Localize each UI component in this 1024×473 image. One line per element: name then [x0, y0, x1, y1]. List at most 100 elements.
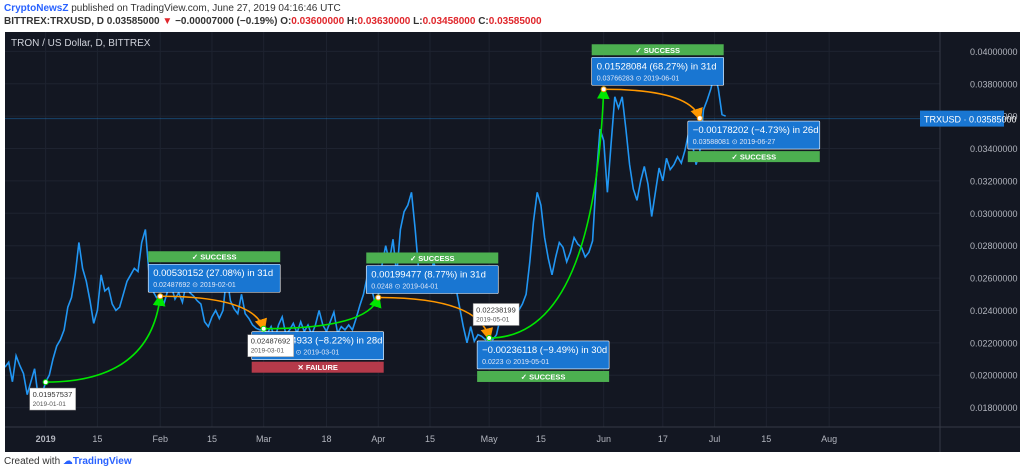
x-tick-label: 15 [761, 434, 771, 444]
callout-label: 0.01528084 (68.27%) in 31d [597, 61, 717, 72]
x-tick-label: 17 [658, 434, 668, 444]
last-price: 0.03585000 [106, 16, 160, 27]
x-tick-label: 2019 [36, 434, 56, 444]
callout-sub: 0.0248 ⊙ 2019-04-01 [371, 283, 438, 290]
y-tick-label: 0.03200000 [970, 176, 1018, 186]
start-price-value: 0.01957537 [33, 390, 73, 399]
current-price-badge [920, 110, 1004, 127]
callout-label: −0.00236118 (−9.49%) in 30d [482, 345, 607, 356]
price-series-line [5, 73, 727, 400]
status-badge [591, 44, 724, 56]
close-label: C: [478, 16, 489, 27]
start-price-tag [29, 387, 76, 411]
y-tick-label: 0.04000000 [970, 47, 1018, 57]
x-tick-label: 15 [207, 434, 217, 444]
start-price-date: 2019-01-01 [33, 401, 67, 408]
callout-arrow-0 [45, 293, 166, 383]
callout-box [591, 56, 724, 86]
status-badge [477, 370, 610, 382]
callout-start-dot [42, 379, 49, 386]
tradingview-logo[interactable]: TradingView [72, 456, 132, 467]
status-badge [148, 251, 281, 263]
low-label: L: [413, 16, 423, 27]
callout-box [365, 265, 499, 294]
y-tick-label: 0.03800000 [970, 79, 1018, 89]
status-badge [687, 151, 820, 163]
x-tick-label: May [481, 434, 499, 444]
footer: Created with ☁TradingView [4, 456, 132, 467]
callout-label: 0.00199477 (8.77%) in 31d [371, 269, 486, 280]
callout-sub: 0.03588081 ⊙ 2019-06-27 [693, 139, 776, 146]
status-label: ✓ SUCCESS [192, 253, 237, 262]
price-chart[interactable]: 0.040000000.038000000.036000000.03400000… [5, 32, 1020, 452]
callout-start-dot [375, 294, 382, 301]
y-tick-label: 0.02200000 [970, 338, 1018, 348]
callout-end-dot [696, 115, 703, 122]
chart-background [5, 32, 1020, 452]
callout-start-dot [600, 86, 607, 93]
callout-start-dot [157, 293, 164, 300]
tradingview-cloud-icon: ☁ [62, 456, 73, 467]
start-price-date: 2019-05-01 [476, 316, 510, 323]
callout-arrow-1 [160, 295, 267, 332]
high-value: 0.03630000 [357, 16, 411, 27]
status-label: ✓ SUCCESS [635, 46, 680, 55]
x-tick-label: Apr [371, 434, 385, 444]
callout-arrow-5 [603, 88, 703, 122]
status-label: ✓ SUCCESS [521, 372, 566, 381]
callout-sub: 0.03766283 ⊙ 2019-06-01 [597, 75, 680, 82]
open-value: 0.03600000 [291, 16, 345, 27]
callout-box [476, 340, 610, 370]
x-tick-label: Aug [821, 434, 837, 444]
callout-label: −0.00178202 (−4.73%) in 26d [693, 125, 819, 136]
callout-start-dot [486, 334, 493, 341]
start-price-tag [247, 334, 294, 357]
callout-label: 0.00530152 (27.08%) in 31d [153, 268, 273, 279]
start-price-value: 0.02238199 [476, 305, 516, 314]
status-label: ✓ SUCCESS [410, 254, 455, 263]
publish-header: CryptoNewsZ published on TradingView.com… [0, 0, 1024, 30]
x-tick-label: Mar [256, 434, 272, 444]
status-badge [366, 252, 499, 264]
y-tick-label: 0.02600000 [970, 274, 1018, 284]
x-tick-label: Jun [596, 434, 611, 444]
y-tick-label: 0.02000000 [970, 371, 1018, 381]
x-tick-label: 15 [536, 434, 546, 444]
chart-title: TRON / US Dollar, D, BITTREX [11, 38, 151, 49]
chart-canvas[interactable]: 0.040000000.038000000.036000000.03400000… [5, 32, 1020, 452]
callout-arrow-4 [489, 86, 610, 339]
callout-arrow-2 [263, 294, 382, 330]
callout-sub: 0.02487692 ⊙ 2019-02-01 [153, 282, 236, 289]
y-tick-label: 0.03000000 [970, 209, 1018, 219]
callout-arrow-3 [378, 296, 494, 342]
x-tick-label: Feb [152, 434, 168, 444]
publish-line: CryptoNewsZ published on TradingView.com… [4, 3, 341, 14]
x-tick-label: Jul [709, 434, 721, 444]
y-tick-label: 0.02400000 [970, 306, 1018, 316]
start-price-date: 2019-03-01 [251, 348, 285, 355]
status-label: ✕ FAILURE [297, 363, 337, 372]
x-tick-label: 18 [322, 434, 332, 444]
callout-label: −0.00204933 (−8.22%) in 28d [257, 336, 383, 347]
callout-box [687, 120, 821, 150]
status-badge [251, 361, 384, 373]
callout-box [147, 263, 281, 293]
high-label: H: [346, 16, 358, 27]
open-label: O: [280, 16, 292, 27]
down-arrow-icon: ▼ [162, 16, 173, 27]
callout-sub: 0.0223 ⊙ 2019-05-01 [482, 359, 549, 366]
y-tick-label: 0.03400000 [970, 144, 1018, 154]
symbol-name: BITTREX:TRXUSD, D [4, 16, 104, 27]
callout-sub: 0.02287205 ⊙ 2019-03-01 [257, 350, 340, 357]
footer-prefix: Created with [4, 456, 61, 467]
y-tick-label: 0.02800000 [970, 241, 1018, 251]
symbol-line: BITTREX:TRXUSD, D 0.03585000 ▼ −0.000070… [4, 16, 542, 27]
x-tick-label: 15 [425, 434, 435, 444]
low-value: 0.03458000 [422, 16, 476, 27]
y-tick-label: 0.01800000 [970, 403, 1018, 413]
price-change: −0.00007000 (−0.19%) [175, 16, 278, 27]
author-link[interactable]: CryptoNewsZ [4, 3, 69, 14]
callout-start-dot [260, 325, 267, 332]
start-price-value: 0.02487692 [251, 337, 291, 346]
publish-text: published on TradingView.com, June 27, 2… [68, 3, 341, 14]
